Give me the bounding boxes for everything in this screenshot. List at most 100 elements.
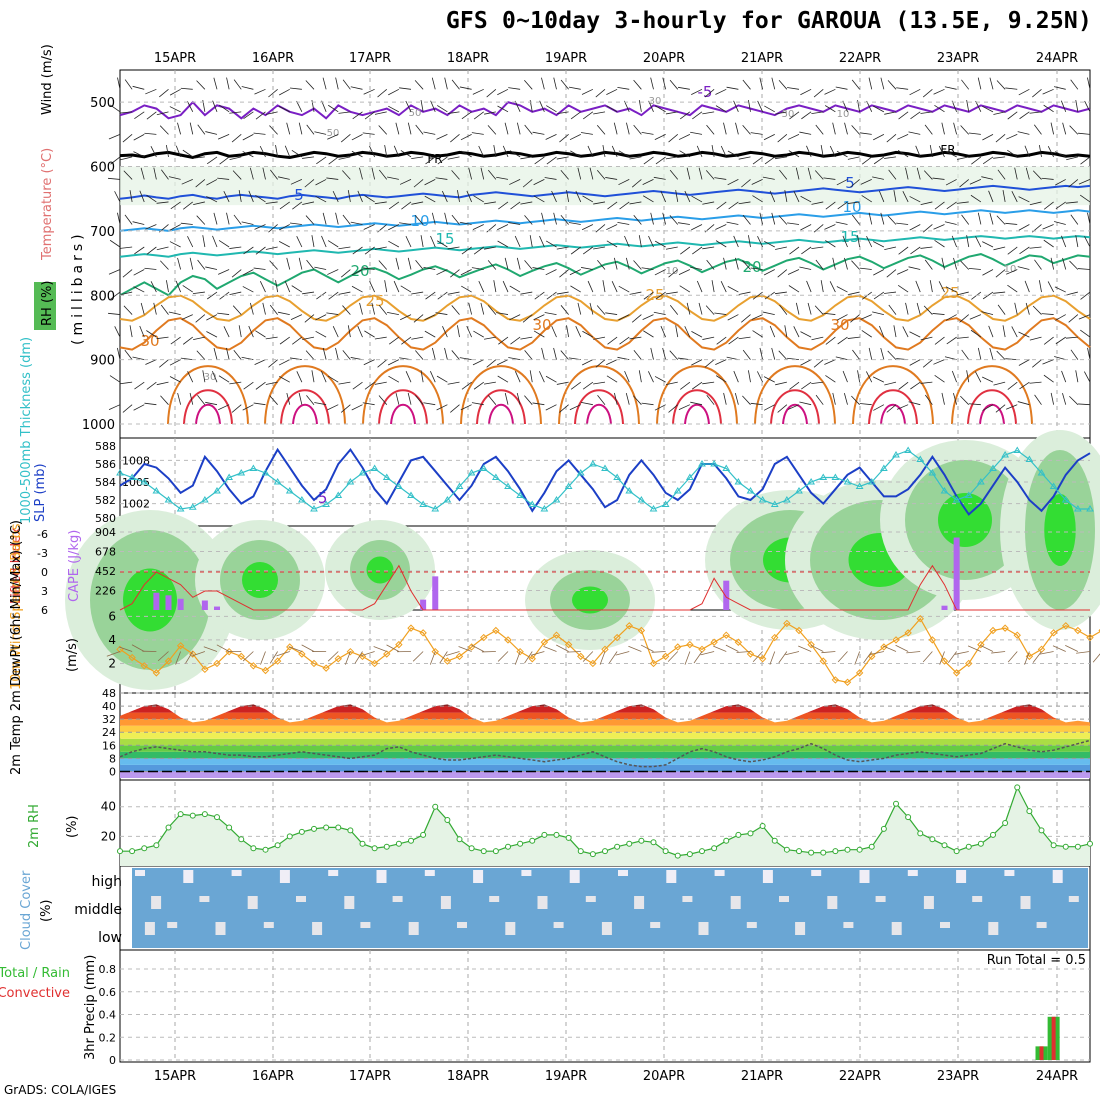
wind10m-barb: [445, 651, 460, 656]
wind-barb: [160, 304, 169, 315]
wind-barb: [534, 156, 545, 165]
wind-tick-label: 6: [108, 609, 116, 623]
isotherm-40-arch: [488, 403, 514, 425]
wind-barb: [968, 267, 981, 270]
wind-barb: [824, 224, 836, 230]
thickness-tick-label: 580: [95, 512, 116, 525]
wind-barb: [242, 151, 254, 158]
cloud-gap: [601, 922, 612, 935]
cloud-gap: [618, 870, 628, 876]
wind-barb: [909, 88, 921, 96]
wind10m-barb: [651, 651, 666, 653]
wind-barb: [933, 359, 945, 365]
wind-barb: [625, 392, 630, 405]
wind-barb: [302, 291, 315, 295]
wind10m-barb: [185, 651, 194, 664]
run-total-label: Run Total = 0.5: [987, 953, 1086, 968]
wind-barb: [129, 190, 133, 203]
wind-barb: [887, 80, 897, 90]
wind-barb: [690, 131, 703, 135]
wind-barb: [602, 280, 606, 293]
wind-barb: [811, 381, 824, 385]
rh-marker: [1062, 843, 1069, 850]
wind-speed-marker: [407, 624, 415, 632]
wind-barb: [133, 286, 145, 293]
wind-barb: [629, 291, 642, 295]
wind-speed-marker: [783, 619, 791, 628]
wind-barb: [669, 304, 679, 315]
wind-barb: [706, 259, 715, 270]
wind-barb: [388, 336, 400, 345]
wind-barb: [516, 392, 521, 405]
wind-barb: [698, 302, 703, 315]
wind-speed-marker: [1086, 633, 1094, 642]
wind-barb: [723, 257, 727, 270]
cloud-gap: [875, 896, 886, 902]
wind10m-barb: [361, 651, 375, 657]
ylabel-rh2m-unit: (%): [65, 816, 80, 839]
cloud-gap: [1036, 922, 1047, 928]
wind-barb: [351, 404, 363, 411]
wind-barb: [751, 179, 763, 185]
wind-barb: [217, 177, 230, 180]
wind-barb: [436, 134, 448, 140]
thickness-marker: [916, 455, 925, 462]
wind-barb: [905, 167, 909, 180]
date-label-bottom: 21APR: [741, 1069, 783, 1084]
wind-barb: [524, 124, 533, 135]
wind-barb: [322, 347, 327, 360]
rh-marker: [371, 845, 378, 852]
wind-barb: [920, 111, 933, 114]
wind-barb: [144, 132, 157, 135]
rh-marker: [286, 833, 293, 840]
thickness-marker: [879, 464, 888, 471]
wind-barb: [860, 314, 872, 320]
wind-barb: [677, 222, 690, 225]
thickness-marker: [964, 491, 973, 498]
wind10m-barb: [895, 644, 909, 652]
wind-barb: [120, 381, 133, 385]
wind-barb: [702, 381, 715, 385]
wind-barb: [254, 224, 266, 230]
wind-barb: [915, 145, 921, 158]
wind-barb: [996, 215, 1006, 225]
cloud-gap: [1020, 896, 1031, 909]
wind-barb: [460, 150, 472, 158]
wind-barb: [364, 246, 375, 255]
wind-barb: [762, 176, 775, 180]
thickness-marker: [237, 469, 246, 476]
thickness-marker: [467, 469, 476, 476]
wind-barb: [405, 235, 412, 248]
wind-barb: [241, 86, 254, 90]
wind-barb: [1038, 280, 1042, 293]
panel-frame-precip: [119, 949, 1091, 1063]
wind10m-barb: [870, 651, 884, 655]
thickness-marker: [358, 469, 367, 476]
wind-barb: [498, 201, 509, 210]
wind-barb: [351, 269, 363, 276]
wind-barb: [806, 280, 812, 293]
wind-barb: [1034, 394, 1042, 405]
wind-barb: [327, 269, 339, 275]
wind-barb: [284, 280, 291, 293]
wind-barb: [359, 167, 363, 180]
wind-barb: [824, 88, 836, 95]
wind-barb: [187, 371, 194, 383]
thickness-marker: [673, 487, 682, 494]
wind-barb: [132, 221, 145, 225]
wind-barb: [582, 381, 594, 390]
wind-barb: [123, 305, 133, 315]
wind-barb: [605, 177, 618, 180]
thickness-marker: [285, 487, 294, 494]
wind-barb: [995, 269, 1006, 278]
wind10m-barb: [497, 651, 509, 662]
wind-barb: [411, 291, 424, 295]
rh-marker: [383, 843, 390, 850]
rh-marker: [517, 840, 524, 847]
wind-barb: [399, 222, 412, 225]
cloud-gap: [634, 896, 645, 909]
temp-tick-label: 48: [102, 687, 116, 700]
wind-barb: [322, 212, 327, 225]
wind-barb: [371, 167, 376, 180]
